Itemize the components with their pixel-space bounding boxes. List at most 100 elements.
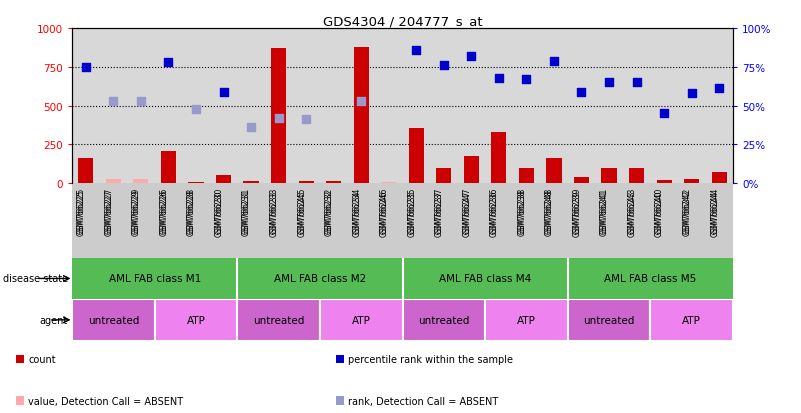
Point [217,89,230,96]
Point [520,77,533,83]
Text: disease state: disease state [3,274,68,284]
Text: GSM766232: GSM766232 [324,190,334,236]
Text: GSM766241: GSM766241 [600,188,609,234]
Bar [464,157,479,184]
Bar [237,299,320,341]
Point [135,98,147,105]
Text: GSM766233: GSM766233 [270,188,279,234]
Point [107,98,120,105]
Bar [72,299,155,341]
Bar [244,181,259,184]
Text: GSM766244: GSM766244 [710,188,719,234]
Bar [106,180,121,184]
Text: untreated: untreated [583,315,634,325]
Bar [161,152,176,184]
Text: GSM766227: GSM766227 [104,190,114,236]
Bar [188,182,203,184]
Text: AML FAB class M4: AML FAB class M4 [439,274,531,284]
Bar [320,299,403,341]
Title: GDS4304 / 204777_s_at: GDS4304 / 204777_s_at [323,15,482,28]
Bar [650,299,733,341]
Text: AML FAB class M1: AML FAB class M1 [109,274,201,284]
Point [244,125,257,131]
Point [548,58,561,65]
Text: GSM766225: GSM766225 [77,188,86,234]
Text: GSM766246: GSM766246 [380,188,388,234]
Point [355,98,368,105]
Text: GSM766240: GSM766240 [655,188,664,234]
Text: GSM766241: GSM766241 [600,190,609,236]
Point [272,115,285,122]
Text: GSM766228: GSM766228 [187,190,196,236]
Text: rank, Detection Call = ABSENT: rank, Detection Call = ABSENT [348,396,499,406]
Text: count: count [28,354,55,364]
Text: GSM766238: GSM766238 [517,188,526,234]
Bar [546,158,562,184]
Bar [437,169,452,184]
Bar [403,299,485,341]
Text: GSM766230: GSM766230 [215,188,223,234]
Point [79,64,92,71]
Bar [381,182,396,184]
Text: GSM766234: GSM766234 [352,190,361,236]
Text: AML FAB class M2: AML FAB class M2 [274,274,366,284]
Text: GSM766243: GSM766243 [627,190,637,236]
Point [602,80,615,86]
Point [410,48,423,55]
Text: GSM766230: GSM766230 [215,190,223,236]
Bar [133,180,148,184]
Text: GSM766248: GSM766248 [545,190,554,236]
Bar [485,299,568,341]
Text: untreated: untreated [418,315,469,325]
Text: GSM766237: GSM766237 [435,190,444,236]
Point [465,53,477,60]
Bar [409,129,424,184]
Text: GSM766229: GSM766229 [132,188,141,234]
Text: ATP: ATP [187,315,205,325]
Bar [326,181,341,184]
Text: GSM766247: GSM766247 [462,188,471,234]
Point [190,106,203,113]
Bar [353,47,368,184]
Text: GSM766245: GSM766245 [297,190,306,236]
Text: GSM766228: GSM766228 [187,188,196,233]
Text: GSM766235: GSM766235 [407,188,417,234]
Point [630,80,643,86]
Bar [78,159,94,184]
Text: GSM766247: GSM766247 [462,190,471,236]
Text: GSM766242: GSM766242 [682,190,691,236]
Text: GSM766238: GSM766238 [517,190,526,236]
Text: untreated: untreated [87,315,139,325]
Text: GSM766235: GSM766235 [407,190,417,236]
Point [575,89,588,96]
Text: GSM766236: GSM766236 [490,188,499,234]
Bar [491,133,506,184]
Text: GSM766244: GSM766244 [710,190,719,236]
Bar [574,178,589,184]
Point [300,116,312,123]
Text: ATP: ATP [517,315,536,325]
Text: GSM766236: GSM766236 [490,190,499,236]
Text: GSM766231: GSM766231 [242,190,251,236]
Bar [711,173,727,184]
Text: GSM766248: GSM766248 [545,188,554,234]
Text: GSM766240: GSM766240 [655,190,664,236]
Bar [568,299,650,341]
Bar [684,179,699,184]
Text: GSM766239: GSM766239 [573,188,582,234]
Text: GSM766234: GSM766234 [352,188,361,234]
Text: GSM766226: GSM766226 [159,190,168,236]
Text: value, Detection Call = ABSENT: value, Detection Call = ABSENT [28,396,183,406]
Text: percentile rank within the sample: percentile rank within the sample [348,354,513,364]
Text: GSM766237: GSM766237 [435,188,444,234]
Bar [299,181,314,184]
Point [713,85,726,92]
Bar [216,175,231,184]
Bar [602,169,617,184]
Point [685,90,698,97]
Text: ATP: ATP [682,315,701,325]
Text: GSM766239: GSM766239 [573,190,582,236]
Bar [519,169,534,184]
Bar [155,299,237,341]
Text: GSM766246: GSM766246 [380,190,388,236]
